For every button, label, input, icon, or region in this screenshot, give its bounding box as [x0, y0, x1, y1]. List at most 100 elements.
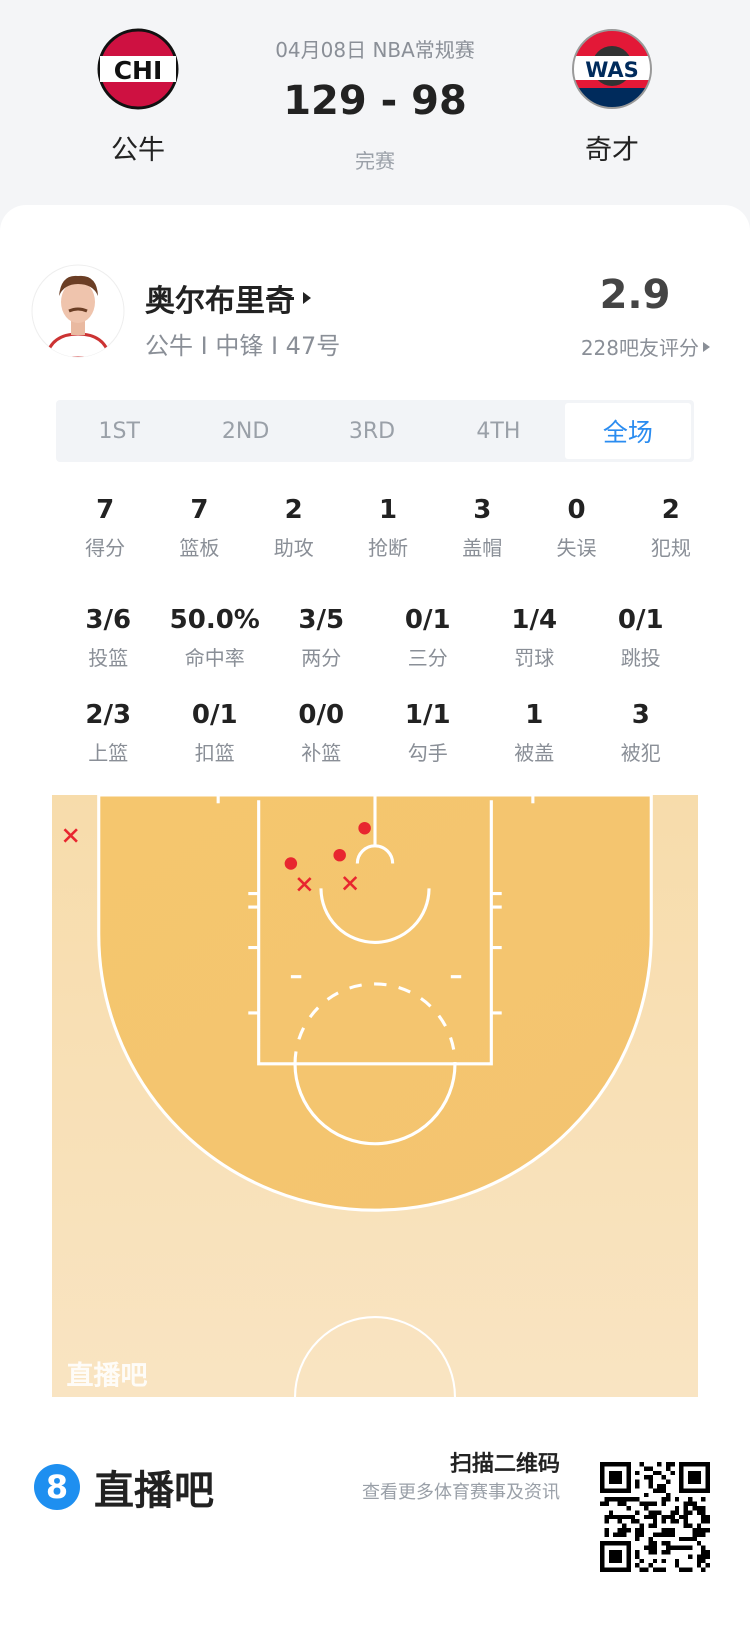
caret-right-icon — [703, 341, 710, 352]
stat-value: 1/1 — [404, 700, 451, 730]
stat-label: 三分 — [407, 646, 448, 670]
was-team-logo: WAS — [572, 29, 652, 109]
stat-row2-1: 50.0% 命中率 — [162, 602, 269, 671]
stat-label: 盖帽 — [462, 536, 503, 560]
stat-row1-5: 0 失误 — [529, 492, 623, 561]
court-watermark: 直播吧 — [67, 1361, 148, 1392]
stat-label: 被犯 — [620, 741, 661, 765]
player-name: 奥尔布里奇 — [145, 284, 295, 319]
player-rating: 2.9 — [599, 272, 671, 318]
stat-row2-3: 0/1 三分 — [375, 602, 482, 671]
qr-code[interactable] — [600, 1462, 710, 1572]
stat-value: 1/4 — [511, 605, 558, 635]
stat-label: 助攻 — [273, 536, 314, 560]
stat-label: 跳投 — [620, 646, 661, 670]
stat-value: 1 — [525, 700, 544, 730]
period-tabs: 1ST 2ND 3RD 4TH 全场 — [56, 400, 694, 462]
stat-value: 2 — [284, 495, 303, 525]
away-team-name: 奇才 — [585, 135, 639, 166]
qr-title: 扫描二维码 — [449, 1452, 560, 1477]
stats-row-shooting: 3/6 投篮 50.0% 命中率 3/5 两分 0/1 三分 1/4 罚球 0/1 跳投 — [55, 602, 694, 671]
stat-row3-0: 2/3 上篮 — [55, 697, 162, 766]
stat-value: 0/0 — [298, 700, 345, 730]
match-date-league: 04月08日 NBA常规赛 — [275, 38, 475, 62]
stat-row2-4: 1/4 罚球 — [481, 602, 588, 671]
stat-row2-5: 0/1 跳投 — [588, 602, 695, 671]
made-shot-marker — [333, 848, 346, 862]
stat-value: 7 — [190, 495, 209, 525]
stat-row3-3: 1/1 勾手 — [375, 697, 482, 766]
stat-row3-2: 0/0 补篮 — [268, 697, 375, 766]
brand-name: 直播吧 — [94, 1468, 214, 1514]
missed-shot-marker — [342, 876, 358, 891]
svg-text:CHI: CHI — [114, 56, 163, 85]
brand-8-icon: 8 — [34, 1464, 80, 1510]
stats-row-shot-types: 2/3 上篮 0/1 扣篮 0/0 补篮 1/1 勾手 1 被盖 3 被犯 — [55, 697, 694, 766]
stat-label: 抢断 — [367, 536, 408, 560]
tab-2nd[interactable]: 2ND — [221, 418, 270, 444]
stat-value: 3/6 — [85, 605, 132, 635]
missed-shot-marker — [297, 877, 312, 892]
stat-row3-4: 1 被盖 — [481, 697, 588, 766]
stat-row1-1: 7 篮板 — [152, 492, 246, 561]
stat-value: 3/5 — [298, 605, 345, 635]
stat-label: 命中率 — [184, 646, 245, 670]
player-info: 公牛 I 中锋 I 47号 — [145, 332, 341, 360]
stat-value: 0/1 — [404, 605, 451, 635]
tab-full-game[interactable]: 全场 — [564, 403, 692, 459]
stat-value: 7 — [96, 495, 115, 525]
stat-label: 两分 — [301, 646, 342, 670]
away-team[interactable]: WAS 奇才 — [532, 28, 692, 167]
made-shot-marker — [358, 821, 371, 835]
stat-label: 扣篮 — [194, 741, 235, 765]
stat-row1-3: 1 抢断 — [341, 492, 435, 561]
tab-1st[interactable]: 1ST — [98, 418, 140, 444]
stat-row3-5: 3 被犯 — [588, 697, 695, 766]
tab-4th[interactable]: 4TH — [476, 418, 521, 444]
stat-label: 上篮 — [88, 741, 129, 765]
home-team-name: 公牛 — [111, 135, 165, 166]
stat-label: 得分 — [85, 536, 126, 560]
svg-text:WAS: WAS — [585, 58, 639, 82]
match-score: 129 - 98 — [283, 78, 467, 124]
stat-row1-6: 2 犯规 — [624, 492, 718, 561]
stat-row1-4: 3 盖帽 — [435, 492, 529, 561]
stat-row3-1: 0/1 扣篮 — [162, 697, 269, 766]
stat-row1-0: 7 得分 — [58, 492, 152, 561]
player-name-link[interactable]: 奥尔布里奇 — [145, 276, 311, 320]
stat-value: 2/3 — [85, 700, 132, 730]
stat-label: 补篮 — [301, 741, 342, 765]
missed-shot-marker — [63, 828, 78, 843]
stats-row-basic: 7 得分 7 篮板 2 助攻 1 抢断 3 盖帽 0 失误 2 犯规 — [58, 492, 718, 561]
brand-logo: 8 直播吧 — [34, 1458, 214, 1516]
stat-value: 0/1 — [191, 700, 238, 730]
chi-team-logo: CHI — [97, 28, 179, 110]
rating-count-link[interactable]: 228吧友评分 — [581, 332, 710, 361]
stat-label: 被盖 — [514, 741, 555, 765]
stat-row1-2: 2 助攻 — [247, 492, 341, 561]
stat-value: 50.0% — [169, 605, 260, 635]
tab-3rd[interactable]: 3RD — [348, 418, 396, 444]
stat-value: 0 — [567, 495, 586, 525]
stat-value: 0/1 — [617, 605, 664, 635]
home-team[interactable]: CHI 公牛 — [58, 28, 218, 167]
shot-chart: 直播吧 — [52, 795, 698, 1397]
made-shot-marker — [284, 857, 298, 870]
player-avatar — [31, 264, 125, 358]
stat-value: 3 — [631, 700, 650, 730]
stat-label: 犯规 — [650, 536, 691, 560]
match-status: 完赛 — [355, 149, 395, 173]
stat-label: 罚球 — [514, 646, 555, 670]
paint — [257, 800, 493, 1066]
three-point-area — [97, 795, 653, 1212]
stat-row2-2: 3/5 两分 — [268, 602, 375, 671]
stat-label: 勾手 — [407, 741, 448, 765]
stat-label: 篮板 — [179, 536, 220, 560]
stat-label: 投篮 — [88, 646, 129, 670]
stat-value: 1 — [378, 495, 398, 525]
stat-label: 失误 — [556, 536, 597, 560]
stat-row2-0: 3/6 投篮 — [55, 602, 162, 671]
rating-count: 228吧友评分 — [580, 336, 699, 360]
qr-subtitle: 查看更多体育赛事及资讯 — [362, 1482, 560, 1503]
caret-right-icon — [303, 292, 311, 304]
